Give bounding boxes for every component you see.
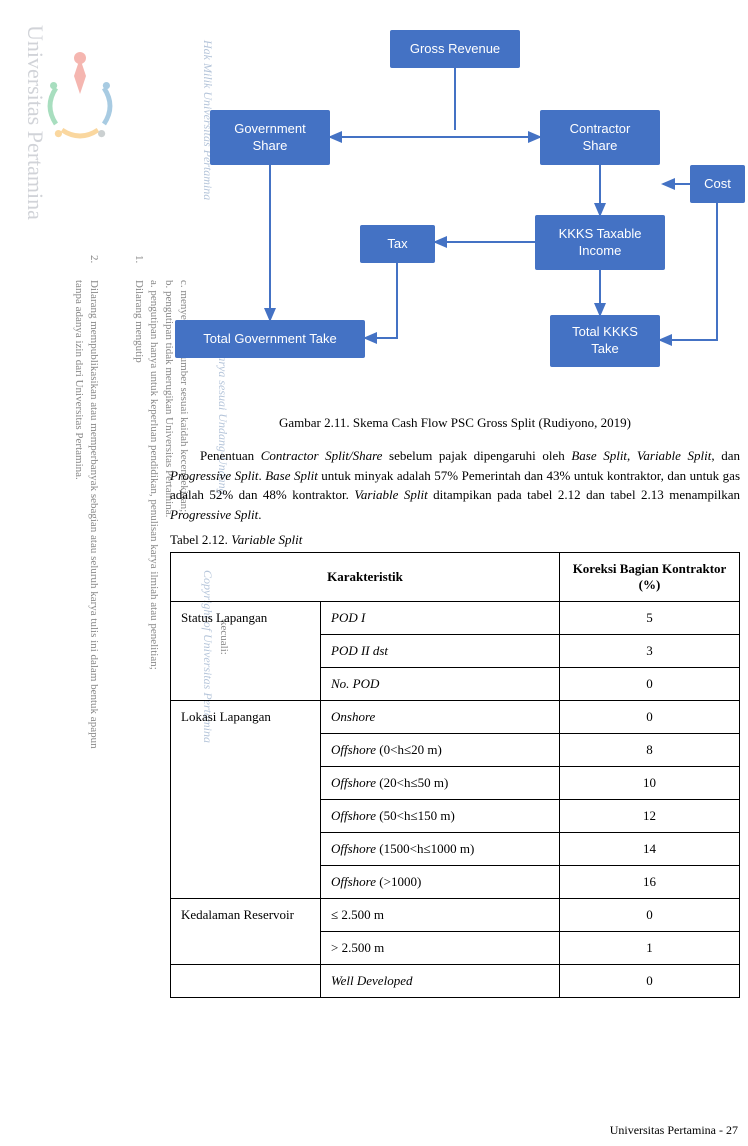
table-row: Status LapanganPOD I5 — [171, 602, 740, 635]
node-contractor-share: Contractor Share — [540, 110, 660, 165]
p-text: Penentuan — [200, 448, 261, 463]
koreksi-cell: 10 — [560, 767, 740, 800]
p-text: Progressive Split — [170, 507, 258, 522]
p-text: , dan — [711, 448, 740, 463]
karakteristik-cell: Offshore (>1000) — [321, 866, 560, 899]
karakteristik-cell: > 2.500 m — [321, 932, 560, 965]
group-cell: Kedalaman Reservoir — [171, 899, 321, 965]
karakteristik-cell: No. POD — [321, 668, 560, 701]
koreksi-cell: 12 — [560, 800, 740, 833]
col-header-karakteristik: Karakteristik — [171, 553, 560, 602]
koreksi-cell: 3 — [560, 635, 740, 668]
p-text: Base Split — [571, 448, 627, 463]
group-cell: Lokasi Lapangan — [171, 701, 321, 899]
karakteristik-cell: Onshore — [321, 701, 560, 734]
rule-dilarang-publikasi: Dilarang mempublikasikan atau memperbany… — [88, 280, 100, 749]
koreksi-cell: 0 — [560, 701, 740, 734]
variable-split-table: Karakteristik Koreksi Bagian Kontraktor … — [170, 552, 740, 998]
flowchart-cash-flow: Gross Revenue Government Share Contracto… — [170, 20, 730, 400]
table-caption: Tabel 2.12. Variable Split — [170, 532, 740, 548]
page-footer: Universitas Pertamina - 27 — [610, 1123, 738, 1138]
node-tax: Tax — [360, 225, 435, 263]
koreksi-cell: 8 — [560, 734, 740, 767]
rule-1-num: 1. — [133, 255, 145, 263]
figure-caption-text: Gambar 2.11. Skema Cash Flow PSC Gross S… — [279, 415, 631, 430]
koreksi-cell: 5 — [560, 602, 740, 635]
p-text: sebelum pajak dipengaruhi oleh — [382, 448, 571, 463]
p-text: Progressive Split — [170, 468, 258, 483]
karakteristik-cell: ≤ 2.500 m — [321, 899, 560, 932]
watermark-logo — [20, 40, 140, 160]
node-gross-revenue: Gross Revenue — [390, 30, 520, 68]
koreksi-cell: 14 — [560, 833, 740, 866]
group-cell — [171, 965, 321, 998]
koreksi-cell: 0 — [560, 668, 740, 701]
koreksi-cell: 16 — [560, 866, 740, 899]
figure-caption: Gambar 2.11. Skema Cash Flow PSC Gross S… — [170, 415, 740, 431]
karakteristik-cell: POD I — [321, 602, 560, 635]
table-row: Lokasi LapanganOnshore0 — [171, 701, 740, 734]
node-cost: Cost — [690, 165, 745, 203]
node-taxable-income: KKKS Taxable Income — [535, 215, 665, 270]
node-total-gov-take: Total Government Take — [175, 320, 365, 358]
karakteristik-cell: POD II dst — [321, 635, 560, 668]
karakteristik-cell: Offshore (20<h≤50 m) — [321, 767, 560, 800]
p-text: ditampikan pada tabel 2.12 dan tabel 2.1… — [428, 487, 740, 502]
p-text: Variable Split — [637, 448, 711, 463]
karakteristik-cell: Offshore (1500<h≤1000 m) — [321, 833, 560, 866]
koreksi-cell: 0 — [560, 965, 740, 998]
node-total-kkks-take: Total KKKS Take — [550, 315, 660, 367]
p-text: Variable Split — [354, 487, 427, 502]
koreksi-cell: 1 — [560, 932, 740, 965]
karakteristik-cell: Well Developed — [321, 965, 560, 998]
koreksi-cell: 0 — [560, 899, 740, 932]
table-row: Kedalaman Reservoir≤ 2.500 m0 — [171, 899, 740, 932]
body-paragraph: Penentuan Contractor Split/Share sebelum… — [170, 446, 740, 524]
p-text: , — [627, 448, 637, 463]
table-header-row: Karakteristik Koreksi Bagian Kontraktor … — [171, 553, 740, 602]
node-government-share: Government Share — [210, 110, 330, 165]
karakteristik-cell: Offshore (50<h≤150 m) — [321, 800, 560, 833]
p-text: . — [258, 507, 261, 522]
group-cell: Status Lapangan — [171, 602, 321, 701]
rule-tanpa-izin: tanpa adanya izin dari Universitas Perta… — [73, 280, 85, 480]
main-content: Gross Revenue Government Share Contracto… — [170, 20, 740, 998]
p-text: Base Split — [265, 468, 318, 483]
table-row: Well Developed0 — [171, 965, 740, 998]
p-text: Contractor Split/Share — [261, 448, 383, 463]
karakteristik-cell: Offshore (0<h≤20 m) — [321, 734, 560, 767]
rule-a: a. pengutipan hanya untuk keperluan pend… — [148, 280, 160, 670]
rule-dilarang-mengutip: Dilarang mengutip — [133, 280, 145, 363]
table-caption-italic: Variable Split — [231, 532, 302, 547]
rule-2-num: 2. — [88, 255, 100, 263]
table-caption-text: Tabel 2.12. — [170, 532, 231, 547]
col-header-koreksi: Koreksi Bagian Kontraktor (%) — [560, 553, 740, 602]
